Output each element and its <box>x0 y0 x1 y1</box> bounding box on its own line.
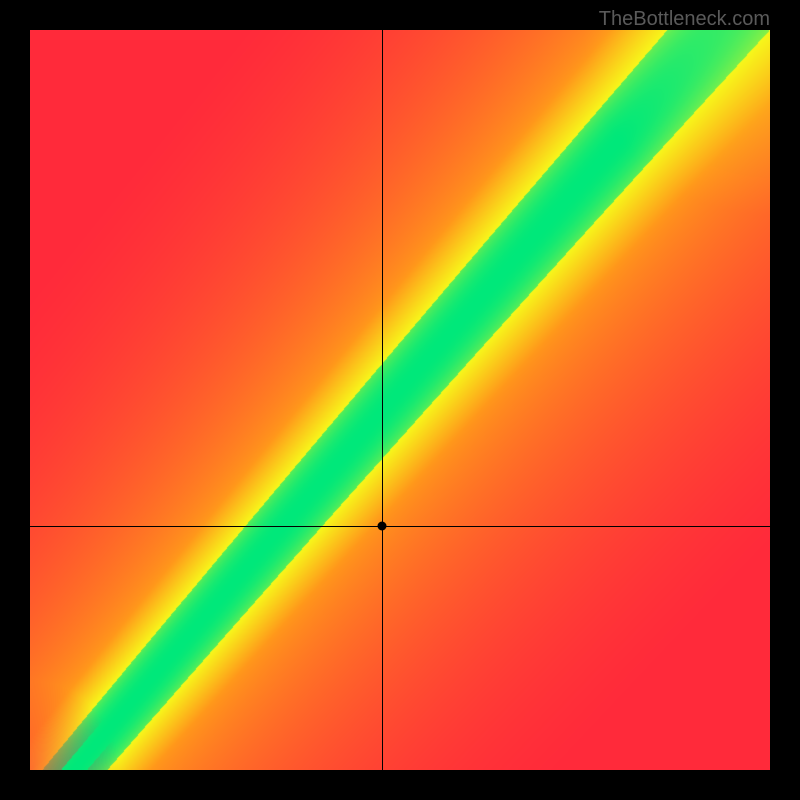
bottleneck-heatmap <box>30 30 770 770</box>
crosshair-horizontal <box>30 526 770 527</box>
marker-dot <box>377 521 386 530</box>
watermark-text: TheBottleneck.com <box>599 8 770 31</box>
crosshair-vertical <box>382 30 383 770</box>
heatmap-canvas <box>30 30 770 770</box>
